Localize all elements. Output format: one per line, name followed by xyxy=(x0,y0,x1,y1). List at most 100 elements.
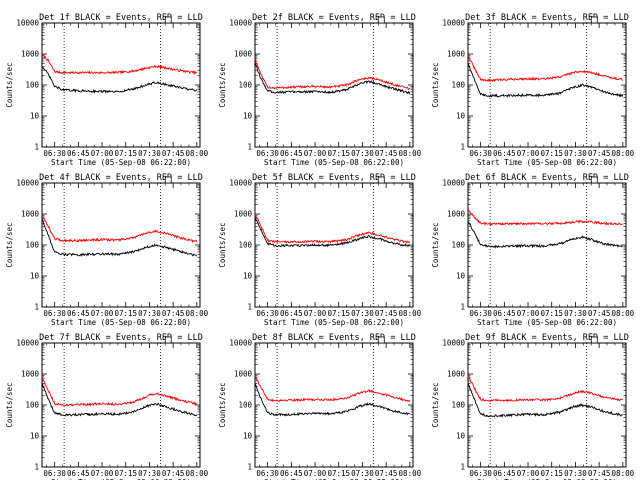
x-tick-label: 07:15 xyxy=(327,309,350,318)
y-tick-label: 100 xyxy=(25,241,39,250)
y-tick-label: 10000 xyxy=(229,339,252,348)
marker-box xyxy=(164,336,172,344)
x-tick-label: 08:00 xyxy=(186,469,209,478)
x-tick-label: 06:30 xyxy=(43,149,66,158)
y-tick-label: 10 xyxy=(30,112,40,121)
x-tick-label: 06:30 xyxy=(469,149,492,158)
y-axis-label: Counts/sec xyxy=(5,382,14,427)
series-events-line xyxy=(41,66,198,94)
panel-det-8: Det 8f BLACK = Events, RED = LLD 1 10 100 10… xyxy=(218,333,422,480)
panel-det-4: Det 4f BLACK = Events, RED = LLD 1 10 100 10… xyxy=(5,173,209,327)
y-axis-label: Counts/sec xyxy=(431,382,440,427)
x-tick-label: 08:00 xyxy=(186,309,209,318)
x-axis-label: Start Time (05-Sep-08 06:22:00) xyxy=(51,478,191,480)
plot-frame xyxy=(41,182,201,308)
y-tick-label: 10 xyxy=(456,112,466,121)
panel-title: Det 5f BLACK = Events, RED = LLD xyxy=(252,173,416,183)
y-axis-label: Counts/sec xyxy=(218,62,227,107)
y-tick-label: 1000 xyxy=(21,370,40,379)
x-axis-label: Start Time (05-Sep-08 06:22:00) xyxy=(264,478,404,480)
series-events-line xyxy=(467,63,624,98)
y-tick-label: 1 xyxy=(34,463,39,472)
y-axis-label: Counts/sec xyxy=(5,222,14,267)
y-tick-label: 100 xyxy=(25,401,39,410)
y-tick-label: 1000 xyxy=(447,50,466,59)
x-tick-label: 06:30 xyxy=(256,309,279,318)
x-tick-label: 07:15 xyxy=(114,149,137,158)
panel-det-1: Det 1f BLACK = Events, RED = LLD 1 10 100 10… xyxy=(5,13,209,167)
x-axis-label: Start Time (05-Sep-08 06:22:00) xyxy=(264,318,404,327)
y-tick-label: 10 xyxy=(30,432,40,441)
series-lld-line xyxy=(254,214,411,245)
panel-title: Det 9f BLACK = Events, RED = LLD xyxy=(465,333,629,343)
y-axis-label: Counts/sec xyxy=(218,222,227,267)
x-tick-label: 07:45 xyxy=(588,309,611,318)
y-axis-label: Counts/sec xyxy=(431,222,440,267)
x-tick-label: 08:00 xyxy=(399,309,422,318)
series-lld-line xyxy=(41,215,198,244)
y-tick-label: 1 xyxy=(460,463,465,472)
y-tick-label: 10000 xyxy=(442,339,465,348)
y-tick-label: 10000 xyxy=(16,339,39,348)
panel-det-6: Det 6f BLACK = Events, RED = LLD 1 10 100 10… xyxy=(431,173,635,327)
x-tick-label: 07:15 xyxy=(327,469,350,478)
x-axis-label: Start Time (05-Sep-08 06:22:00) xyxy=(477,478,617,480)
x-tick-label: 07:00 xyxy=(517,149,540,158)
x-tick-label: 07:15 xyxy=(114,309,137,318)
y-tick-label: 10 xyxy=(243,272,253,281)
y-tick-label: 10 xyxy=(243,112,253,121)
panel-det-9: Det 9f BLACK = Events, RED = LLD 1 10 100 10… xyxy=(431,333,635,480)
plot-frame xyxy=(467,342,627,468)
y-tick-label: 1 xyxy=(247,303,252,312)
y-tick-label: 10 xyxy=(30,272,40,281)
x-tick-label: 07:45 xyxy=(375,149,398,158)
y-tick-label: 1 xyxy=(34,303,39,312)
series-lld-line xyxy=(254,375,411,403)
x-tick-label: 08:00 xyxy=(399,149,422,158)
series-events-line xyxy=(41,218,198,257)
x-tick-label: 07:30 xyxy=(138,309,161,318)
x-tick-label: 07:15 xyxy=(540,469,563,478)
x-tick-label: 07:15 xyxy=(540,149,563,158)
panel-det-2: Det 2f BLACK = Events, RED = LLD 1 10 100 10… xyxy=(218,13,422,167)
y-tick-label: 1000 xyxy=(447,210,466,219)
y-tick-label: 100 xyxy=(451,241,465,250)
x-tick-label: 07:30 xyxy=(138,469,161,478)
x-tick-label: 07:30 xyxy=(564,469,587,478)
x-tick-label: 07:00 xyxy=(304,309,327,318)
x-tick-label: 06:30 xyxy=(43,469,66,478)
y-tick-label: 100 xyxy=(238,81,252,90)
y-tick-label: 10 xyxy=(243,432,253,441)
x-tick-label: 08:00 xyxy=(612,469,635,478)
x-tick-label: 07:00 xyxy=(91,469,114,478)
series-events-line xyxy=(467,383,623,418)
x-tick-label: 07:15 xyxy=(327,149,350,158)
y-tick-label: 10000 xyxy=(229,179,252,188)
x-tick-label: 06:45 xyxy=(67,309,90,318)
panel-title: Det 8f BLACK = Events, RED = LLD xyxy=(252,333,416,343)
plot-frame xyxy=(254,22,414,148)
series-lld-line xyxy=(467,209,623,227)
series-events-line xyxy=(41,383,198,417)
x-tick-label: 07:15 xyxy=(540,309,563,318)
y-tick-label: 1 xyxy=(34,143,39,152)
y-tick-label: 1 xyxy=(247,143,252,152)
plot-frame xyxy=(467,182,627,308)
y-tick-label: 1000 xyxy=(234,210,253,219)
x-tick-label: 07:00 xyxy=(517,469,540,478)
x-tick-label: 07:00 xyxy=(517,309,540,318)
panel-det-7: Det 7f BLACK = Events, RED = LLD 1 10 100 10… xyxy=(5,333,209,480)
y-axis-label: Counts/sec xyxy=(218,382,227,427)
x-axis-label: Start Time (05-Sep-08 06:22:00) xyxy=(51,318,191,327)
y-tick-label: 1000 xyxy=(447,370,466,379)
x-tick-label: 06:45 xyxy=(493,149,516,158)
series-lld-line xyxy=(254,59,411,91)
x-tick-label: 06:30 xyxy=(256,149,279,158)
y-axis-label: Counts/sec xyxy=(431,62,440,107)
marker-box xyxy=(590,176,598,184)
x-tick-label: 06:30 xyxy=(469,469,492,478)
x-tick-label: 06:45 xyxy=(493,309,516,318)
panel-title: Det 3f BLACK = Events, RED = LLD xyxy=(465,13,629,23)
x-tick-label: 08:00 xyxy=(399,469,422,478)
